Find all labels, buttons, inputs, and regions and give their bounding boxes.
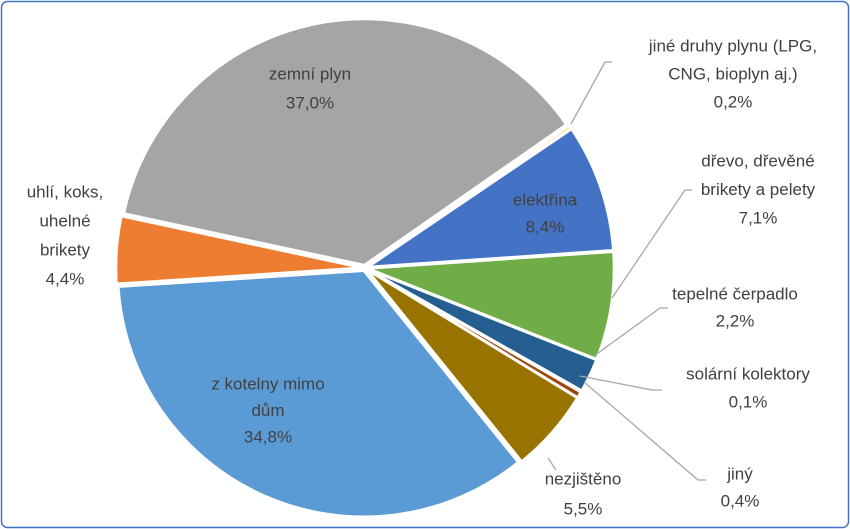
category-label: CNG, bioplyn aj.): [668, 64, 797, 83]
value-label: 5,5%: [564, 499, 603, 518]
pie-slice: [366, 268, 580, 464]
value-label: 37,0%: [286, 93, 334, 112]
leader-line: [583, 381, 706, 481]
category-label: tepelné čerpadlo: [672, 284, 798, 303]
category-label: jiný: [726, 464, 753, 483]
value-label: 8,4%: [526, 217, 565, 236]
value-label: 0,4%: [721, 491, 760, 510]
leader-line: [611, 189, 692, 299]
category-label: elektřina: [513, 190, 578, 209]
value-label: 0,2%: [714, 92, 753, 111]
pie-slice: [122, 17, 569, 267]
leader-line: [547, 457, 557, 471]
pie-slice: [363, 127, 615, 269]
pie-slice: [114, 214, 363, 286]
category-label: uhlí, koks,: [27, 182, 104, 201]
value-label: 4,4%: [46, 269, 85, 288]
category-label: uhelné: [39, 211, 90, 230]
leader-line: [570, 61, 612, 125]
value-label: 7,1%: [739, 208, 778, 227]
category-label: jiné druhy plynu (LPG,: [648, 36, 817, 55]
category-label: dům: [251, 401, 284, 420]
leader-line: [579, 375, 662, 391]
category-label: brikety a pelety: [701, 180, 816, 199]
value-label: 34,8%: [244, 427, 292, 446]
category-label: nezjištěno: [545, 469, 622, 488]
category-label: solární kolektory: [686, 364, 810, 383]
category-label: zemní plyn: [269, 64, 351, 83]
category-label: brikety: [40, 240, 91, 259]
leader-line: [593, 307, 668, 357]
category-label: z kotelny mimo: [211, 374, 324, 393]
value-label: 2,2%: [716, 311, 755, 330]
pie-slice: [367, 250, 616, 361]
category-label: dřevo, dřevěné: [701, 151, 814, 170]
value-label: 0,1%: [729, 392, 768, 411]
pie-slice: [116, 269, 520, 518]
